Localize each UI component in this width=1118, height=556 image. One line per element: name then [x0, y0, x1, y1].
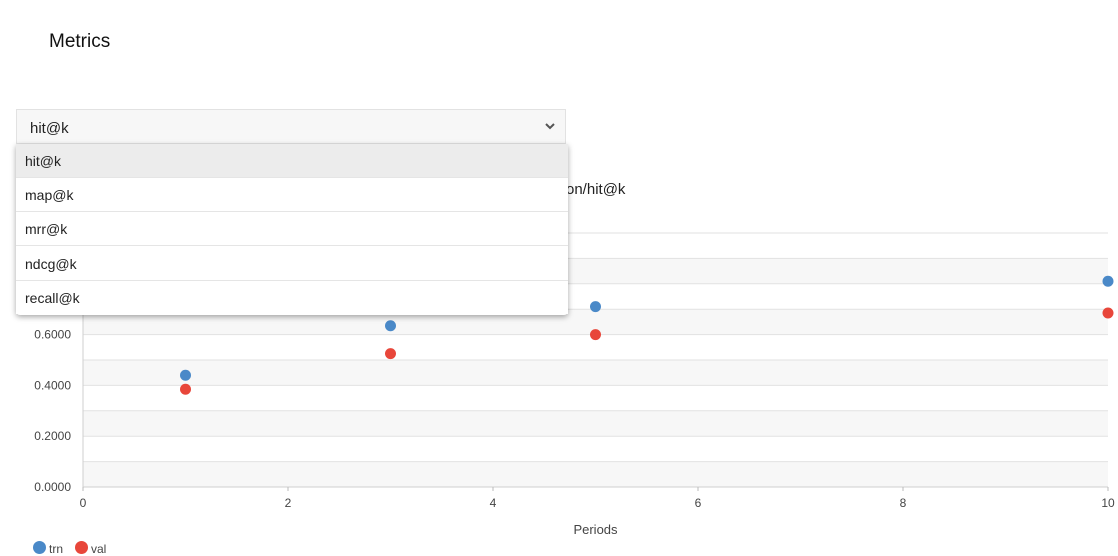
y-tick-label: 0.0000 [34, 480, 71, 494]
x-tick-label: 10 [1101, 496, 1115, 510]
data-point-trn [385, 320, 396, 332]
y-tick-label: 0.6000 [34, 328, 71, 342]
page-title: Metrics [49, 31, 111, 52]
dropdown-option-mrr[interactable]: mrr@k [16, 212, 568, 246]
x-axis-label: Periods [573, 522, 618, 537]
metric-dropdown: hit@k map@k mrr@k ndcg@k recall@k [16, 144, 568, 315]
x-tick-label: 0 [80, 496, 87, 510]
x-tick-label: 6 [695, 496, 702, 510]
x-tick-label: 2 [285, 496, 292, 510]
metric-select[interactable]: hit@k [16, 109, 566, 144]
plot-band [83, 461, 1108, 487]
x-tick-label: 8 [900, 496, 907, 510]
data-point-val [385, 348, 396, 360]
data-point-trn [590, 301, 601, 313]
chevron-down-icon [545, 123, 555, 130]
y-tick-label: 0.4000 [34, 378, 71, 392]
legend-marker [33, 541, 46, 554]
data-point-trn [180, 369, 191, 381]
legend-label: trn [49, 542, 64, 556]
plot-band [83, 410, 1108, 437]
legend-marker [75, 541, 88, 554]
metric-select-value: hit@k [30, 120, 69, 137]
data-point-val [590, 329, 601, 341]
dropdown-option-ndcg[interactable]: ndcg@k [16, 247, 568, 281]
data-point-val [180, 383, 191, 395]
plot-band [83, 360, 1108, 386]
dropdown-option-map[interactable]: map@k [16, 178, 568, 212]
y-tick-label: 0.2000 [34, 429, 71, 443]
dropdown-option-recall[interactable]: recall@k [16, 281, 568, 314]
data-point-val [1102, 307, 1114, 319]
legend-label: val [91, 542, 107, 556]
chart-title: on/hit@k [566, 181, 626, 198]
dropdown-option-hit[interactable]: hit@k [16, 144, 568, 178]
data-point-trn [1102, 275, 1114, 287]
x-tick-label: 4 [490, 496, 497, 510]
